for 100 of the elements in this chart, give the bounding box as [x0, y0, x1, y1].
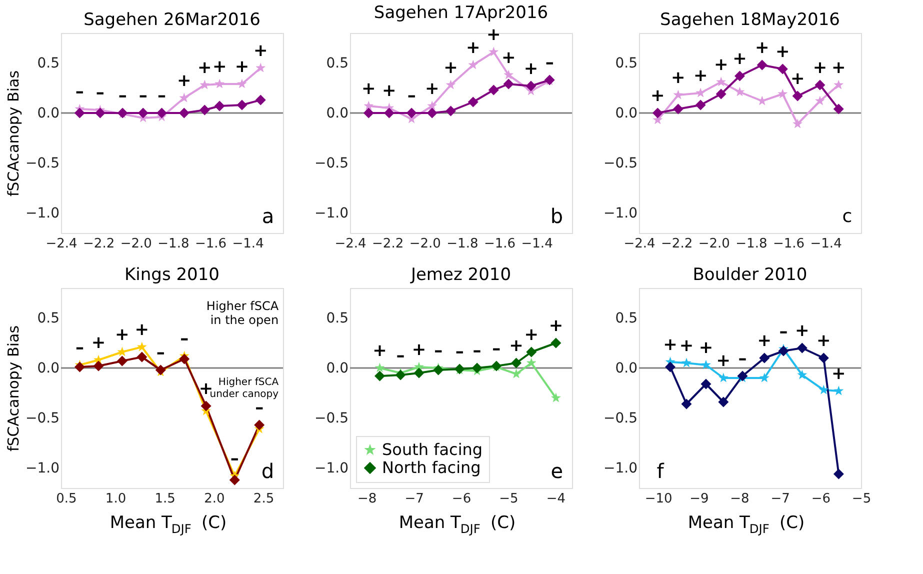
point — [665, 362, 676, 372]
annotation: + — [115, 325, 130, 345]
chart-title: Boulder 2010 — [692, 265, 808, 285]
point — [138, 108, 148, 118]
x-tick-label: −2.4 — [334, 236, 366, 252]
annotation: + — [816, 331, 831, 351]
chart-title: Sagehen 17Apr2016 — [374, 3, 548, 23]
point — [672, 104, 684, 114]
x-tick-label: −2.2 — [83, 236, 115, 252]
point — [214, 78, 225, 88]
point — [818, 384, 829, 394]
point — [695, 100, 706, 110]
point — [179, 92, 190, 102]
annotation: – — [545, 53, 554, 73]
point — [406, 108, 417, 118]
y-tick-label: 0.5 — [326, 310, 348, 326]
annotation: + — [790, 69, 805, 89]
annotation: + — [253, 41, 268, 61]
point — [550, 392, 561, 402]
annotation: + — [466, 38, 480, 58]
point — [700, 360, 711, 370]
annotation: + — [362, 79, 376, 99]
point — [681, 398, 692, 410]
annotation: + — [698, 338, 714, 358]
point — [256, 62, 266, 72]
point — [511, 358, 522, 368]
y-tick-label: −1.0 — [314, 206, 348, 222]
y-tick-label: −0.5 — [604, 156, 638, 172]
annotation: – — [738, 349, 747, 369]
point — [834, 80, 844, 90]
annotation: f — [656, 459, 665, 483]
annotation: + — [732, 49, 747, 69]
point — [93, 360, 104, 372]
y-tick-label: −0.5 — [26, 410, 60, 426]
y-tick-label: −1.0 — [604, 206, 638, 222]
x-tick-label: −2.2 — [372, 236, 404, 252]
annotation: + — [524, 59, 538, 79]
x-tick-label: −2.0 — [698, 236, 730, 252]
chart-title: Sagehen 18May2016 — [660, 10, 840, 30]
y-tick-label: 0.5 — [37, 56, 60, 72]
annotation: + — [444, 58, 458, 78]
annotation: – — [138, 86, 148, 106]
point — [759, 372, 770, 382]
annotation: – — [180, 329, 189, 349]
annotation: + — [234, 57, 250, 77]
annotation: + — [548, 316, 564, 336]
annotation: + — [91, 333, 106, 353]
annotation: + — [755, 38, 770, 58]
x-tick-label: 0.5 — [56, 492, 77, 506]
x-tick-label: −7 — [770, 492, 790, 506]
point — [814, 96, 825, 106]
annotation: – — [407, 86, 416, 106]
y-tick-label: 0.0 — [37, 106, 60, 122]
annotation: – — [455, 342, 464, 362]
y-tick-label: 0.0 — [615, 106, 638, 122]
point — [214, 100, 225, 112]
point — [395, 370, 406, 380]
annotation: + — [831, 58, 846, 78]
point — [117, 346, 128, 356]
x-tick-label: −1.6 — [194, 236, 227, 252]
x-tick-label: −6 — [452, 492, 472, 506]
x-tick-label: −2.0 — [409, 236, 441, 252]
point — [468, 96, 478, 108]
x-tick-label: −1.8 — [736, 236, 768, 252]
x-tick-label: −1.6 — [484, 236, 516, 252]
annotation: e — [550, 459, 564, 483]
y-tick-label: −1.0 — [26, 460, 60, 476]
annotation: + — [134, 320, 150, 340]
annotation: + — [509, 336, 524, 356]
annotation: – — [96, 83, 104, 103]
annotation: – — [492, 339, 501, 359]
annotation: – — [75, 82, 84, 102]
point — [797, 370, 808, 380]
point — [74, 362, 85, 372]
point — [759, 352, 770, 364]
annotation: – — [255, 398, 264, 418]
point — [833, 104, 844, 114]
point — [156, 108, 167, 118]
annotation: – — [472, 341, 482, 361]
point — [778, 88, 788, 98]
point — [526, 346, 537, 358]
annotation: – — [434, 341, 443, 361]
x-tick-label: −2.4 — [46, 236, 78, 252]
x-tick-label: 2.0 — [204, 492, 225, 506]
point — [236, 78, 247, 88]
annotation: Higher fSCA in the open — [206, 299, 280, 327]
point — [734, 70, 745, 82]
x-tick-label: −1.4 — [521, 236, 553, 252]
point — [94, 108, 106, 118]
chart-title: Kings 2010 — [124, 265, 220, 285]
annotation: + — [812, 58, 828, 78]
annotation: d — [261, 459, 274, 483]
point — [718, 396, 729, 408]
legend-label: South facing — [382, 440, 483, 459]
point — [777, 64, 788, 74]
x-tick-label: −6 — [811, 492, 830, 506]
point — [834, 386, 844, 396]
point — [488, 84, 499, 96]
point — [374, 362, 385, 372]
x-tick-label: −1.4 — [232, 236, 264, 252]
